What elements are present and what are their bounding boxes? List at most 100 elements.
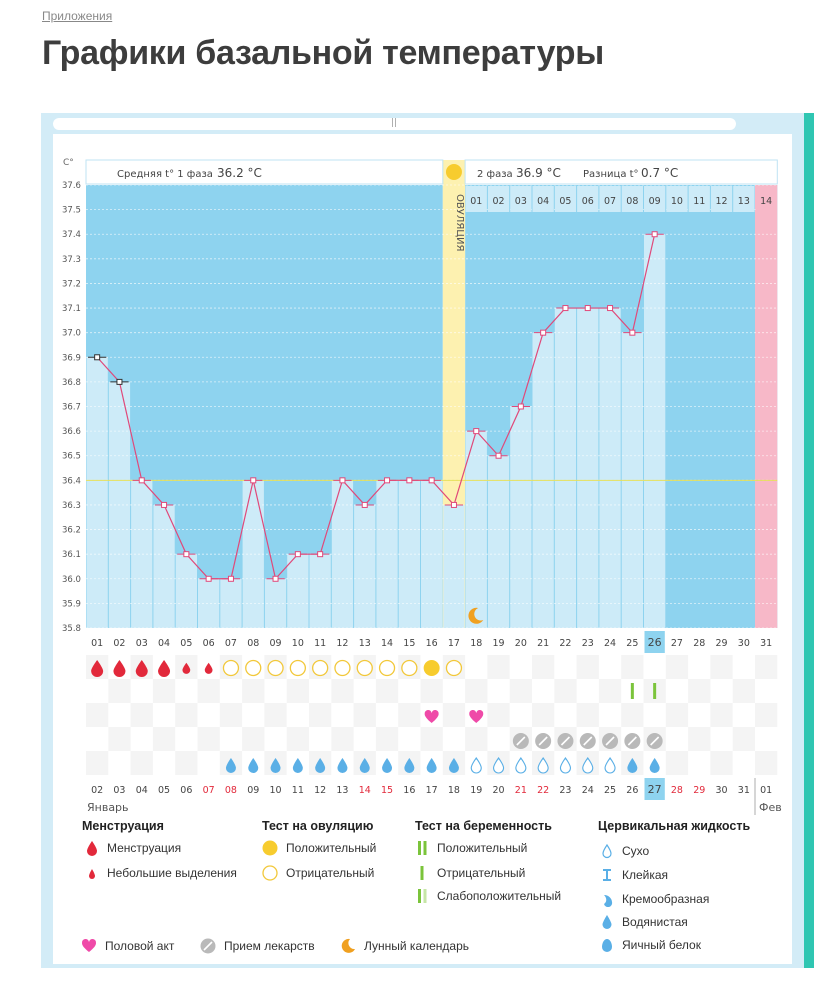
luteal-day-cell <box>688 186 710 212</box>
cycle-day-label: 14 <box>381 638 393 649</box>
cycle-day-label: 18 <box>470 638 482 649</box>
ovtest-negative-icon <box>289 659 307 677</box>
water-drop-icon <box>337 758 348 773</box>
y-tick-label: 36.0 <box>62 575 81 585</box>
y-tick-label: 36.6 <box>62 427 81 437</box>
y-tick-label: 37.3 <box>62 255 81 265</box>
menstruation-drop-icon <box>182 662 191 674</box>
cycle-day-label: 12 <box>336 638 348 649</box>
temperature-point <box>161 501 168 508</box>
temperature-bar <box>153 504 175 628</box>
temperature-point <box>116 378 123 385</box>
y-tick-label: 35.9 <box>62 599 81 609</box>
luteal-day-label: 05 <box>559 196 571 207</box>
temperature-point <box>473 428 480 435</box>
symptom-cell <box>375 727 399 751</box>
luteal-day-cell <box>554 186 577 212</box>
luteal-day-cell <box>733 186 755 212</box>
cycle-day-label: 23 <box>582 638 594 649</box>
y-tick-label: 36.8 <box>62 378 81 388</box>
calendar-date-label: 14 <box>359 785 371 796</box>
temperature-point <box>272 575 279 582</box>
scroll-grip-icon[interactable]: || <box>391 118 398 128</box>
luteal-day-label: 10 <box>671 196 683 207</box>
symptom-cell <box>576 655 599 679</box>
calendar-date-label: 02 <box>91 785 103 796</box>
temperature-point <box>384 477 391 484</box>
temperature-point <box>339 477 346 484</box>
legend-pregtest-positive: Положительный <box>415 840 527 856</box>
pregtest-bar-icon <box>653 683 657 699</box>
menstruation-drop-icon <box>135 660 148 677</box>
horizontal-scrollbar[interactable] <box>53 118 736 130</box>
temperature-line <box>96 234 656 581</box>
y-tick-label: 36.2 <box>62 526 81 536</box>
creamy-drop-icon <box>627 758 638 773</box>
breadcrumb[interactable]: Приложения <box>42 9 113 23</box>
side-accent-bar <box>804 113 814 968</box>
cycle-day-label: 17 <box>448 638 460 649</box>
symptom-cell <box>442 703 466 727</box>
pregtest-bar-icon <box>630 683 634 699</box>
water-drop-icon <box>225 758 236 773</box>
calendar-date-label: 09 <box>247 785 259 796</box>
water-drop-icon <box>248 758 259 773</box>
page-title: Графики базальной температуры <box>42 34 604 72</box>
temperature-point <box>584 305 591 312</box>
calendar-date-label: 21 <box>515 785 527 796</box>
outline-drop-icon <box>537 757 549 774</box>
legend-ovulation-test-title: Тест на овуляцию <box>262 819 374 833</box>
calendar-date-label: 04 <box>136 785 148 796</box>
luteal-day-label: 14 <box>760 196 772 207</box>
cycle-day-label: 02 <box>113 638 125 649</box>
ovtest-negative-icon <box>311 659 329 677</box>
calendar-date-label: 23 <box>559 785 571 796</box>
temperature-point <box>562 305 569 312</box>
symptom-cell <box>688 727 711 751</box>
hourglass-icon <box>603 869 611 881</box>
cycle-day-label: 27 <box>671 638 683 649</box>
temperature-bar <box>86 357 108 628</box>
y-tick-label: 37.0 <box>62 329 81 339</box>
symptom-cell <box>152 679 176 703</box>
small-blood-drop-icon <box>89 869 95 879</box>
pill-stripe <box>605 736 615 746</box>
temperature-point <box>651 231 658 238</box>
legend-cervical-eggwhite: Яичный белок <box>600 937 701 953</box>
legend-cervical-dry-label: Сухо <box>622 844 650 858</box>
bbt-chart: 01 02 03 04 05 06 07 08 09 10 11 12 13 14 37.6 37.5 37.… <box>62 158 782 815</box>
temperature-point <box>361 501 368 508</box>
egg-white-drop-icon <box>602 939 612 952</box>
ovtest-negative-icon <box>378 659 396 677</box>
symptom-cell <box>219 703 243 727</box>
symptom-cell <box>732 679 755 703</box>
calendar-date-label: 13 <box>336 785 348 796</box>
calendar-date-label: 16 <box>403 785 415 796</box>
menstruation-drop-icon <box>158 660 171 677</box>
cycle-day-label: 25 <box>626 638 638 649</box>
phase1-header <box>85 159 444 185</box>
heart-icon <box>81 938 97 952</box>
legend-ovtest-negative: Отрицательный <box>262 865 374 881</box>
outline-drop-icon <box>559 757 572 774</box>
symptom-cell <box>108 679 131 703</box>
phase1-value: 36.2 °С <box>217 166 262 180</box>
symptom-cell <box>598 679 622 703</box>
legend-cervical-watery-label: Водянистая <box>622 915 688 929</box>
legend-pregtest-positive-label: Положительный <box>437 841 528 855</box>
legend-spotting-label: Небольшие выделения <box>107 866 237 880</box>
creamy-drop-icon <box>604 895 613 907</box>
temperature-point <box>540 329 547 336</box>
legend-menstruation-title: Менструация <box>82 819 164 833</box>
temperature-point <box>317 551 324 558</box>
single-bar-icon <box>420 866 424 880</box>
month-start-label: Январь <box>87 801 129 814</box>
legend-pregnancy-test-title: Тест на беременность <box>415 819 552 833</box>
pill-stripe <box>538 736 548 746</box>
luteal-day-label: 08 <box>626 196 638 207</box>
legend-lunar: Лунный календарь <box>340 938 469 954</box>
water-drop-icon <box>359 758 370 773</box>
calendar-date-label: 20 <box>493 785 505 796</box>
legend-pregtest-weak-label: Слабоположительный <box>437 889 562 903</box>
luteal-day-label: 12 <box>716 196 728 207</box>
